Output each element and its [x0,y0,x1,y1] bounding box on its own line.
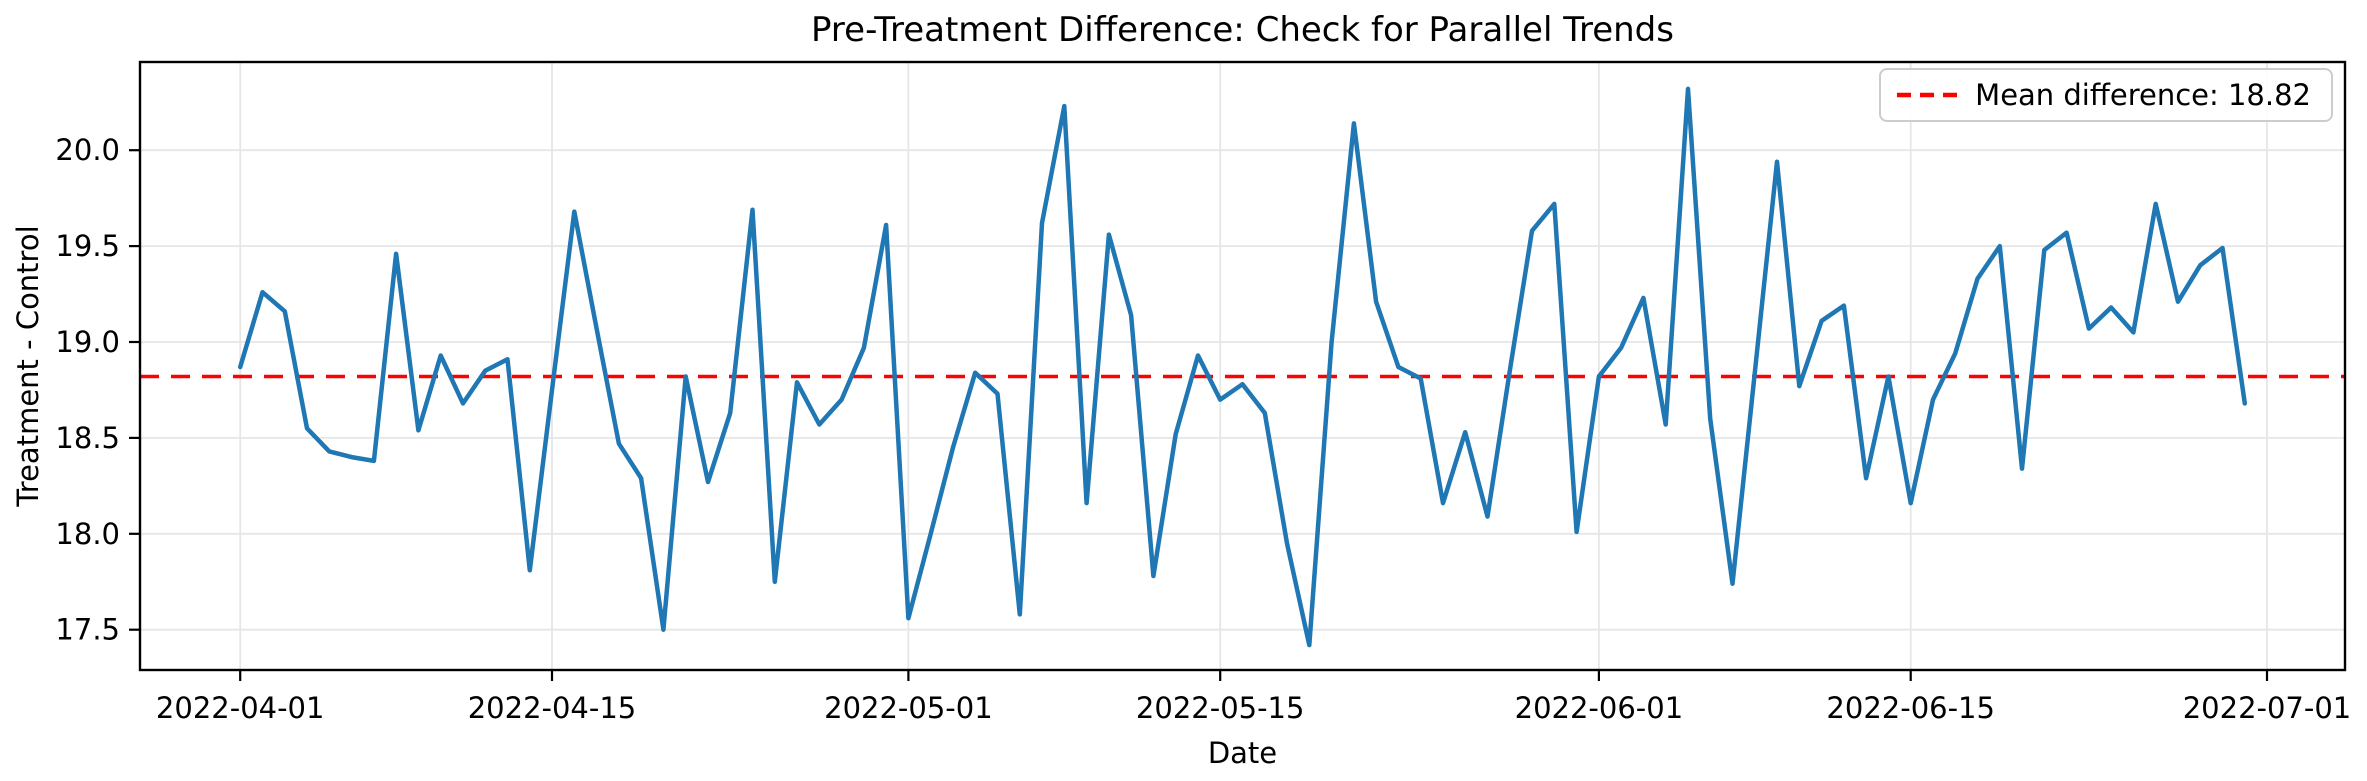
y-tick-label: 19.5 [55,229,120,263]
y-tick-label: 18.0 [55,517,120,551]
y-tick-label: 18.5 [55,421,120,455]
y-tick-label: 20.0 [55,133,120,167]
x-axis-label: Date [1207,736,1278,770]
y-tick-label: 17.5 [55,613,120,647]
x-tick-label: 2022-06-15 [1826,691,1995,725]
x-tick-label: 2022-05-01 [824,691,993,725]
x-tick-label: 2022-06-01 [1515,691,1684,725]
legend: Mean difference: 18.82 [1879,68,2333,122]
y-tick-label: 19.0 [55,325,120,359]
x-tick-label: 2022-04-15 [468,691,637,725]
legend-label: Mean difference: 18.82 [1975,78,2311,112]
x-tick-label: 2022-07-01 [2183,691,2352,725]
chart-title: Pre-Treatment Difference: Check for Para… [811,10,1674,50]
legend-dashed-line-icon [1897,92,1958,98]
x-tick-label: 2022-04-01 [156,691,325,725]
x-tick-label: 2022-05-15 [1136,691,1305,725]
difference-line-series [237,86,2248,648]
axes-frame [138,60,2347,672]
